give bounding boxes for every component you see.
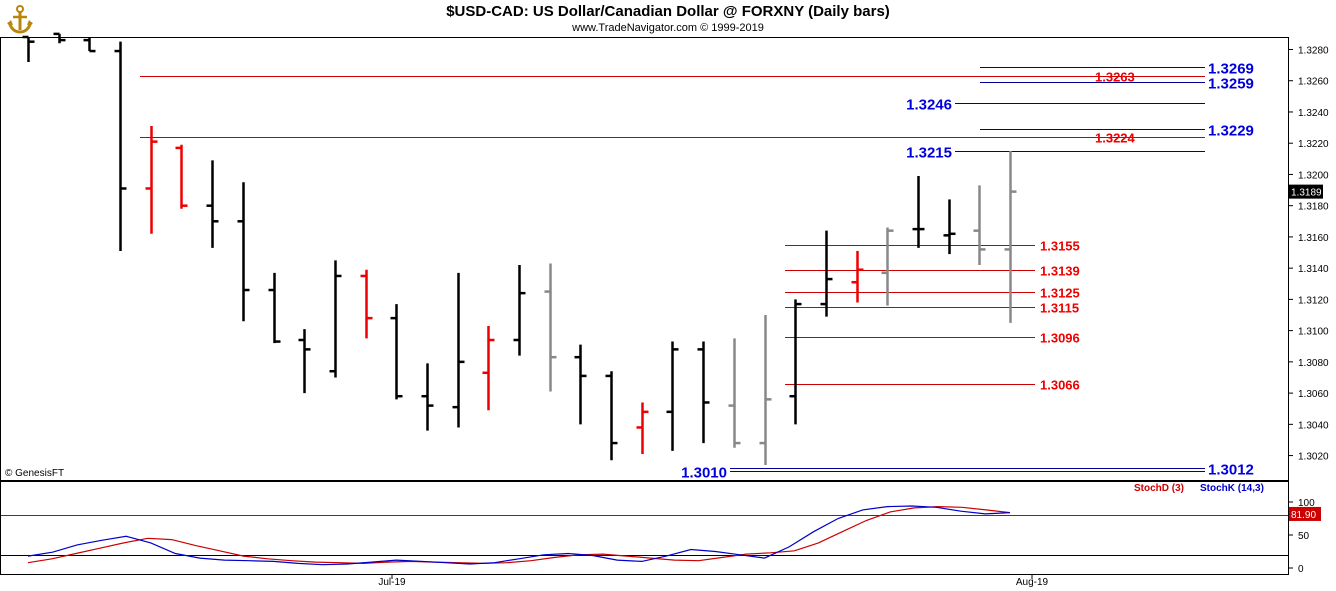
ohlc-bar [329, 260, 342, 378]
ohlc-bar [421, 363, 434, 431]
ohlc-bar [206, 160, 219, 248]
level-label: 1.3259 [1208, 76, 1254, 93]
anchor-icon [7, 5, 33, 34]
level-label: 1.3215 [906, 145, 952, 162]
price-tick-label: 1.3020 [1298, 452, 1329, 463]
level-label: 1.3246 [906, 97, 952, 114]
price-tick-label: 1.3200 [1298, 170, 1329, 181]
chart-subtitle: www.TradeNavigator.com © 1999-2019 [572, 22, 764, 34]
ohlc-bar [360, 269, 373, 339]
last-price-tag [1289, 184, 1323, 199]
x-tick-label: Aug-19 [1016, 577, 1049, 588]
ohlc-bar [1004, 151, 1017, 323]
price-tick-label: 1.3080 [1298, 358, 1329, 369]
ohlc-bar [759, 315, 772, 465]
ohlc-bar [666, 341, 679, 451]
ohlc-bar [544, 263, 557, 392]
ohlc-bar [574, 344, 587, 425]
chart-title: $USD-CAD: US Dollar/Canadian Dollar @ FO… [446, 3, 890, 20]
stoch-tick-label: 50 [1298, 531, 1310, 542]
ohlc-bar [53, 32, 66, 44]
level-label: 1.3125 [1040, 286, 1080, 301]
last-price-label: 1.3189 [1291, 188, 1322, 199]
ohlc-bar [912, 176, 925, 248]
stoch-k-legend: StochK (14,3) [1200, 483, 1264, 494]
level-label: 1.3224 [1095, 131, 1136, 146]
ohlc-bar [22, 35, 35, 62]
ohlc-bar [636, 402, 649, 455]
ohlc-bar [605, 371, 618, 461]
level-label: 1.3229 [1208, 123, 1254, 140]
stoch-d-legend: StochD (3) [1134, 483, 1184, 494]
ohlc-bar [973, 185, 986, 266]
ohlc-bar [482, 325, 495, 411]
level-label: 1.3096 [1040, 331, 1080, 346]
ohlc-bar [83, 37, 96, 53]
price-tick-label: 1.3060 [1298, 389, 1329, 400]
ohlc-bar [145, 126, 158, 234]
price-tick-label: 1.3220 [1298, 139, 1329, 150]
price-tick-label: 1.3040 [1298, 420, 1329, 431]
price-tick-label: 1.3140 [1298, 264, 1329, 275]
ohlc-bar [881, 227, 894, 306]
trade-navigator-logo [6, 4, 34, 41]
price-tick-label: 1.3260 [1298, 77, 1329, 88]
ohlc-bar [237, 182, 250, 322]
ohlc-bar [114, 41, 127, 251]
price-tick-label: 1.3180 [1298, 202, 1329, 213]
ohlc-bar [789, 299, 802, 425]
ohlc-bar [268, 272, 281, 344]
level-label: 1.3066 [1040, 378, 1080, 393]
stoch-d-line [27, 505, 1011, 565]
price-tick-label: 1.3280 [1298, 45, 1329, 56]
x-tick-label: Jul-19 [378, 577, 406, 588]
level-label: 1.3269 [1208, 61, 1254, 78]
level-label: 1.3263 [1095, 70, 1135, 85]
data-credit: © GenesisFT [5, 468, 65, 479]
ohlc-bar [851, 250, 864, 303]
ohlc-bar [452, 272, 465, 428]
ohlc-bar [728, 338, 741, 448]
level-label: 1.3012 [1208, 462, 1254, 479]
ohlc-bar [943, 199, 956, 255]
level-label: 1.3010 [681, 465, 727, 482]
ohlc-bar [390, 304, 403, 400]
level-label: 1.3115 [1040, 301, 1079, 316]
price-tick-label: 1.3120 [1298, 295, 1329, 306]
level-label: 1.3155 [1040, 239, 1080, 254]
stoch-value-tag [1289, 506, 1321, 521]
level-label: 1.3139 [1040, 264, 1080, 279]
price-tick-label: 1.3160 [1298, 233, 1329, 244]
ohlc-bar [820, 230, 833, 317]
ohlc-bar [175, 144, 188, 209]
ohlc-bar [298, 329, 311, 394]
stoch-value-label: 81.90 [1291, 510, 1316, 521]
stoch-k-line [27, 505, 1011, 566]
ohlc-bar [513, 265, 526, 356]
stoch-tick-label: 100 [1298, 498, 1315, 509]
ohlc-bar [697, 341, 710, 444]
stoch-tick-label: 0 [1298, 564, 1304, 575]
price-tick-label: 1.3240 [1298, 108, 1329, 119]
price-tick-label: 1.3100 [1298, 327, 1329, 338]
